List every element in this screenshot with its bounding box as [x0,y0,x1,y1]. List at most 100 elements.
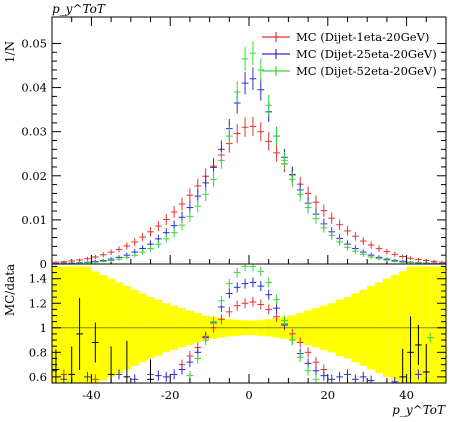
main-ytick-label: 0.05 [21,36,47,50]
data-point [312,195,320,209]
ratio-point [257,281,265,292]
ratio-point [241,264,249,272]
ratio-point [391,376,399,383]
ratio-point [344,369,351,380]
data-point [241,72,249,95]
ratio-series-4 [52,297,430,383]
ratio-point [426,332,434,343]
ratio-point [352,374,359,383]
ratio-point [273,303,280,314]
data-point [257,122,265,142]
data-point [407,261,414,264]
data-point [139,249,146,255]
ratio-point [107,346,115,383]
ratio-point [257,299,265,310]
data-point [186,210,194,223]
data-point [407,256,414,261]
data-point [320,222,328,233]
main-series-3 [52,41,446,266]
ratio-point [241,298,249,309]
data-point [233,81,241,103]
ratio-point [328,374,336,383]
ratio-point [225,288,233,299]
data-point [415,257,422,262]
ratio-point [218,295,225,306]
ratio-point [233,282,241,293]
ratio-point [249,264,257,272]
data-point [225,126,233,146]
ratio-point [312,365,320,376]
ratio-ytick-label: 0.6 [29,370,47,384]
data-point [107,249,115,255]
ratio-point [178,364,186,375]
data-point [336,219,343,230]
main-series-2 [52,67,446,265]
ratio-point [123,340,131,383]
ratio-point [233,300,241,311]
data-point [281,151,288,169]
data-point [265,94,273,116]
ratio-point [202,335,210,346]
ratio-point [68,346,76,383]
legend-label: MC (Dijet-52eta-20GeV) [296,64,437,78]
legend: MC (Dijet-1eta-20GeV) MC (Dijet-25eta-20G… [262,30,437,78]
ratio-point [336,371,343,382]
data-point [375,256,383,261]
data-point [115,246,123,253]
ratio-point [233,267,241,278]
data-point [123,242,131,250]
data-point [344,226,351,236]
ratio-point [288,335,296,346]
data-point [123,255,131,260]
ratio-ytick-label: 1.4 [29,272,47,286]
ratio-point [76,297,83,370]
ratio-point [265,289,273,300]
data-point [273,144,280,162]
ratio-point [52,349,60,383]
main-ytick-label: 0.01 [21,213,47,227]
data-point [131,238,139,246]
data-point [233,123,241,143]
data-point [367,254,375,260]
data-point [375,245,383,252]
data-point [194,199,202,213]
ratio-point [359,371,367,382]
main-ylabel: 1/N [3,41,17,63]
data-point [391,251,399,257]
data-point [399,254,407,259]
ratio-point [407,316,414,383]
ratio-point [194,353,202,364]
data-point [76,258,83,262]
data-point [210,171,217,187]
ratio-series-3 [186,264,434,383]
uncertainty-bin [430,266,439,383]
data-point [383,248,391,255]
data-point [91,261,99,264]
main-ytick-label: 0.04 [21,81,47,95]
legend-item: MC (Dijet-1eta-20GeV) [262,30,429,44]
data-point [422,258,430,263]
ratio-point [265,277,273,288]
data-point [170,205,178,218]
ratio-point [225,306,233,317]
ratio-point [296,352,304,363]
data-point [241,117,249,137]
data-point [249,116,257,137]
ratio-point [296,337,304,348]
ratio-xtick-label: 40 [399,388,414,402]
data-point [320,204,328,217]
ratio-xlabel: p_y^ToT [392,403,446,417]
legend-label: MC (Dijet-1eta-20GeV) [296,30,429,44]
ratio-point [281,315,288,326]
data-point [162,234,170,244]
ratio-point [312,374,320,383]
main-title: p_y^ToT [52,2,106,16]
data-point [352,248,359,255]
ratio-point [91,322,99,363]
ratio-point [162,371,170,382]
data-point [178,197,186,211]
ratio-point [273,311,280,322]
data-point [139,232,146,242]
uncertainty-bin [83,266,92,383]
data-point [367,241,375,249]
